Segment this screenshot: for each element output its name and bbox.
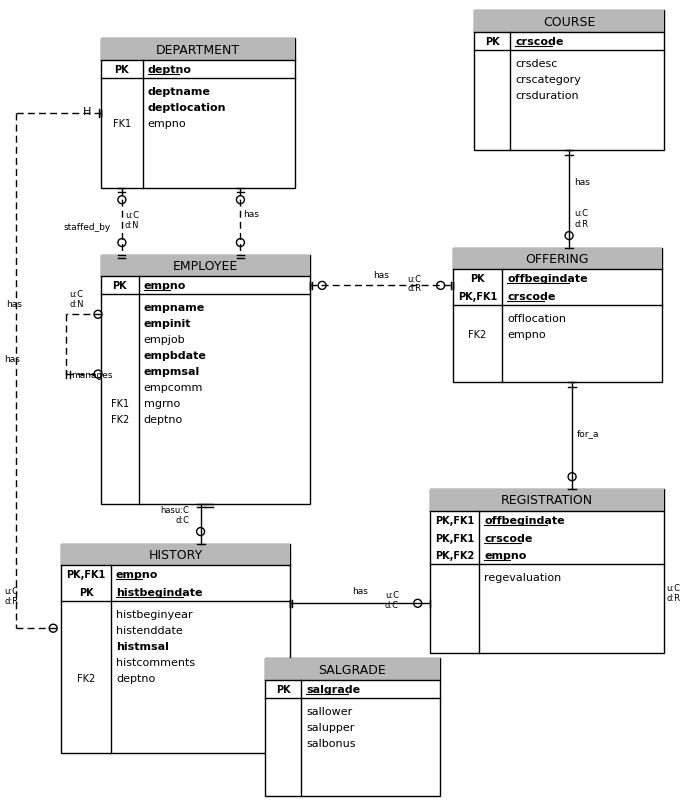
Text: u:C
d:R: u:C d:R xyxy=(4,586,19,606)
Text: staffed_by: staffed_by xyxy=(63,222,110,231)
Text: empname: empname xyxy=(144,303,205,313)
Text: FK2: FK2 xyxy=(469,330,486,340)
Text: salupper: salupper xyxy=(306,722,355,732)
Text: PK,FK1: PK,FK1 xyxy=(458,292,497,302)
Text: PK,FK1: PK,FK1 xyxy=(66,569,106,580)
Text: FK2: FK2 xyxy=(77,673,95,683)
Text: empno: empno xyxy=(116,569,158,580)
Text: has: has xyxy=(373,271,389,280)
Text: histbegindate: histbegindate xyxy=(116,588,202,597)
Text: for_a: for_a xyxy=(577,429,600,438)
Text: REGISTRATION: REGISTRATION xyxy=(501,493,593,507)
Text: empcomm: empcomm xyxy=(144,383,203,392)
Text: d:R: d:R xyxy=(408,284,422,293)
Text: FK1: FK1 xyxy=(111,399,129,408)
Text: u:C
d:N: u:C d:N xyxy=(125,210,139,230)
Text: regevaluation: regevaluation xyxy=(484,573,562,583)
Bar xyxy=(266,658,440,796)
Text: offbegindate: offbegindate xyxy=(484,515,565,525)
Text: OFFERING: OFFERING xyxy=(525,253,589,265)
Text: PK,FK1: PK,FK1 xyxy=(435,533,474,543)
Text: empinit: empinit xyxy=(144,319,191,329)
Text: crscategory: crscategory xyxy=(515,75,581,85)
Text: histenddate: histenddate xyxy=(116,626,183,635)
Text: empno: empno xyxy=(484,551,526,561)
Bar xyxy=(475,11,664,33)
Text: deptno: deptno xyxy=(116,673,155,683)
Bar xyxy=(101,255,310,504)
Text: SALGRADE: SALGRADE xyxy=(319,662,386,676)
Text: histbeginyear: histbeginyear xyxy=(116,610,193,619)
Text: offlocation: offlocation xyxy=(507,314,566,324)
Text: PK: PK xyxy=(276,684,290,695)
Text: FK1: FK1 xyxy=(113,119,131,129)
Text: crsduration: crsduration xyxy=(515,91,579,101)
Text: PK: PK xyxy=(79,588,93,597)
Text: HISTORY: HISTORY xyxy=(148,549,203,561)
Text: deptlocation: deptlocation xyxy=(148,103,226,113)
Text: empno: empno xyxy=(144,281,186,291)
Text: crscode: crscode xyxy=(515,37,564,47)
Text: has: has xyxy=(574,177,590,187)
Bar xyxy=(453,249,662,270)
Bar xyxy=(101,255,310,277)
Bar xyxy=(101,39,295,188)
Text: has: has xyxy=(6,300,22,309)
Text: histmsal: histmsal xyxy=(116,642,169,651)
Text: empno: empno xyxy=(507,330,546,340)
Text: deptname: deptname xyxy=(148,87,210,97)
Text: u:C: u:C xyxy=(408,275,422,284)
Bar xyxy=(430,489,664,654)
Bar xyxy=(61,544,290,753)
Text: manages: manages xyxy=(71,371,112,379)
Text: u:C
d:C: u:C d:C xyxy=(385,590,399,610)
Text: salbonus: salbonus xyxy=(306,738,355,748)
Text: crsdesc: crsdesc xyxy=(515,59,558,69)
Text: empjob: empjob xyxy=(144,334,186,345)
Bar xyxy=(61,544,290,565)
Text: empno: empno xyxy=(148,119,186,129)
Text: H: H xyxy=(83,107,91,117)
Text: FK2: FK2 xyxy=(111,415,129,424)
Text: deptno: deptno xyxy=(144,415,183,424)
Text: PK: PK xyxy=(115,65,129,75)
Text: DEPARTMENT: DEPARTMENT xyxy=(156,43,240,57)
Text: u:C
d:R: u:C d:R xyxy=(667,583,681,602)
Bar xyxy=(101,39,295,61)
Text: deptno: deptno xyxy=(148,65,192,75)
Text: empmsal: empmsal xyxy=(144,367,200,377)
Text: u:C
d:R: u:C d:R xyxy=(574,209,588,229)
Text: has: has xyxy=(4,354,20,363)
Text: PK,FK2: PK,FK2 xyxy=(435,551,474,561)
Text: EMPLOYEE: EMPLOYEE xyxy=(173,260,238,273)
Text: PK: PK xyxy=(485,37,500,47)
Text: u:C
d:N: u:C d:N xyxy=(69,290,83,309)
Text: crscode: crscode xyxy=(507,292,555,302)
Text: PK,FK1: PK,FK1 xyxy=(435,515,474,525)
Text: d:C: d:C xyxy=(176,515,190,524)
Text: sallower: sallower xyxy=(306,706,353,716)
Text: COURSE: COURSE xyxy=(543,16,595,29)
Bar xyxy=(453,249,662,383)
Text: salgrade: salgrade xyxy=(306,684,360,695)
Text: has: has xyxy=(352,586,368,596)
Text: PK: PK xyxy=(112,281,127,291)
Text: has: has xyxy=(244,210,259,219)
Text: histcomments: histcomments xyxy=(116,658,195,667)
Bar xyxy=(475,11,664,151)
Text: empbdate: empbdate xyxy=(144,350,207,361)
Text: hasu:C: hasu:C xyxy=(161,505,190,514)
Bar xyxy=(430,489,664,511)
Text: mgrno: mgrno xyxy=(144,399,180,408)
Text: offbegindate: offbegindate xyxy=(507,274,588,284)
Bar xyxy=(266,658,440,680)
Text: crscode: crscode xyxy=(484,533,533,543)
Text: PK: PK xyxy=(470,274,485,284)
